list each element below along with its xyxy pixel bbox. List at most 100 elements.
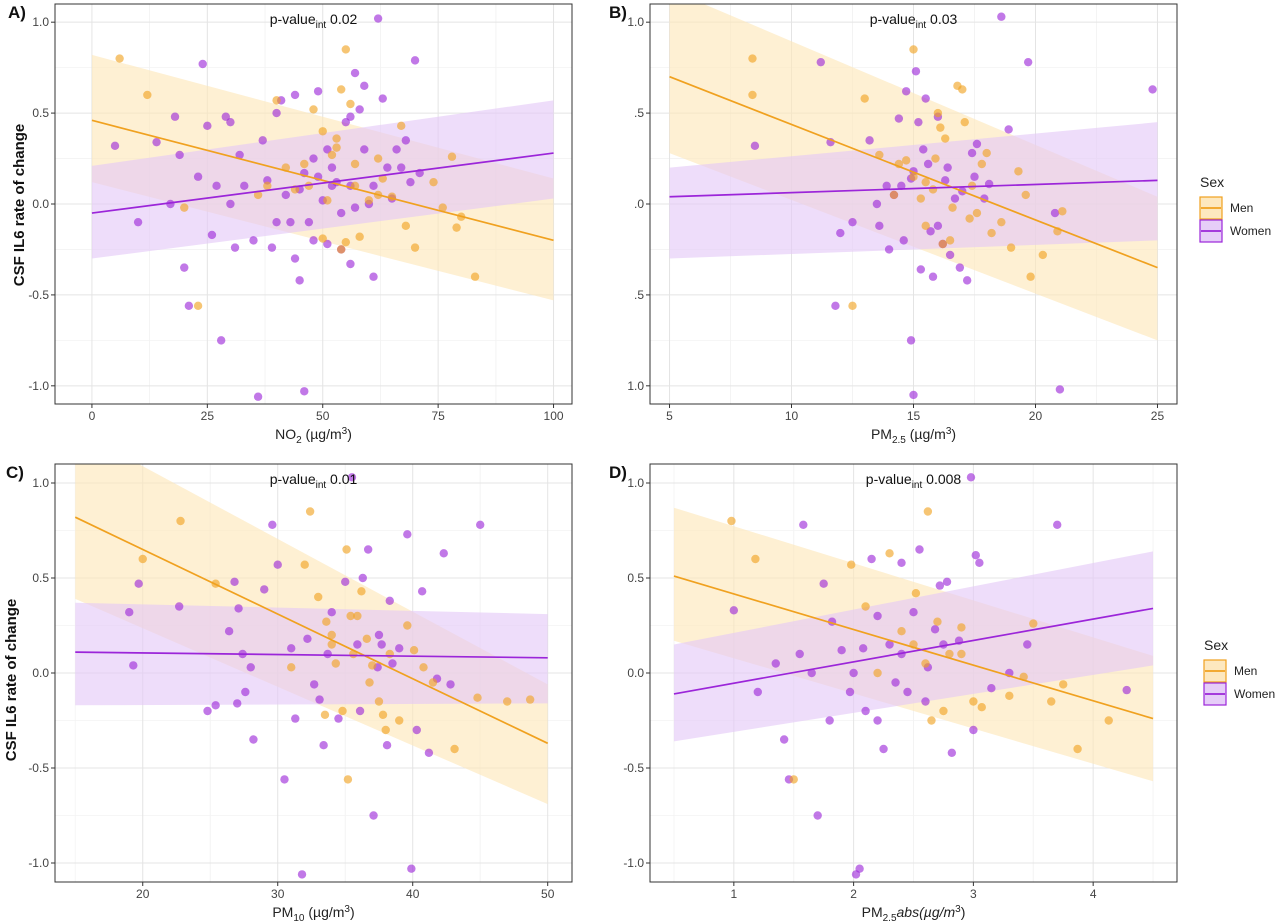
data-point-women — [125, 608, 134, 617]
data-point-men — [368, 661, 377, 670]
data-point-women — [309, 154, 318, 163]
data-point-women — [909, 390, 918, 400]
data-point-men — [342, 545, 351, 554]
data-point-men — [327, 630, 336, 640]
data-point-women — [935, 581, 945, 590]
data-point-men — [193, 301, 203, 311]
data-point-women — [997, 12, 1006, 21]
data-point-women — [837, 646, 846, 655]
data-point-women — [446, 680, 455, 689]
data-point-women — [226, 199, 235, 209]
data-point-men — [901, 156, 911, 165]
data-point-women — [304, 217, 314, 227]
data-point-men — [928, 185, 938, 194]
data-point-men — [1059, 680, 1068, 689]
data-point-men — [977, 159, 987, 169]
data-point-men — [331, 659, 340, 668]
data-point-men — [1014, 167, 1023, 176]
data-point-women — [819, 579, 828, 588]
data-point-women — [406, 177, 415, 187]
data-point-women — [193, 172, 203, 181]
data-point-women — [235, 150, 244, 160]
data-point-men — [875, 150, 884, 160]
data-point-women — [233, 699, 242, 708]
data-point-men — [381, 725, 390, 735]
data-point-men — [287, 663, 296, 672]
data-point-men — [473, 693, 482, 702]
data-point-women — [369, 811, 378, 820]
data-point-women — [203, 706, 212, 716]
data-point-men — [933, 617, 942, 626]
y-tick-label: -1.0 — [28, 379, 49, 393]
x-tick-label: 0 — [89, 409, 96, 423]
p-value-annotation: p-valueint 0.02 — [270, 11, 358, 31]
data-point-women — [1023, 640, 1032, 649]
data-point-women — [884, 245, 894, 254]
data-point-men — [965, 214, 974, 223]
data-point-men — [960, 117, 969, 127]
x-tick-label: 1 — [730, 887, 737, 901]
data-point-men — [403, 621, 412, 630]
data-point-men — [861, 602, 870, 611]
data-point-women — [879, 744, 888, 754]
data-point-women — [882, 181, 891, 191]
data-point-men — [450, 744, 459, 754]
data-point-women — [334, 714, 343, 723]
x-tick-label: 25 — [1151, 409, 1165, 423]
x-tick-label: 40 — [406, 887, 420, 901]
data-point-women — [258, 136, 267, 145]
data-point-women — [403, 530, 412, 539]
data-point-men — [916, 194, 926, 203]
x-tick-label: 25 — [201, 409, 215, 423]
data-point-men — [338, 706, 347, 716]
data-point-women — [385, 596, 394, 605]
data-point-women — [174, 602, 184, 611]
data-point-women — [347, 473, 357, 482]
data-point-women — [897, 181, 906, 191]
data-point-women — [350, 68, 360, 78]
legend-top: Sex Men Women — [1199, 174, 1271, 243]
data-point-men — [429, 177, 438, 187]
confidence-band-women — [75, 602, 548, 706]
data-point-women — [170, 112, 180, 121]
data-point-men — [341, 45, 351, 54]
data-point-women — [407, 864, 416, 873]
data-point-women — [909, 608, 918, 617]
data-point-women — [967, 148, 977, 158]
data-point-women — [267, 243, 277, 252]
data-point-women — [813, 811, 822, 820]
data-point-women — [297, 870, 307, 879]
data-point-men — [304, 181, 314, 191]
data-point-women — [358, 573, 367, 583]
data-point-men — [931, 154, 940, 163]
x-tick-label: 5 — [666, 409, 673, 423]
data-point-men — [143, 90, 152, 100]
data-point-women — [110, 141, 120, 151]
data-point-men — [409, 646, 419, 655]
data-point-men — [727, 516, 736, 526]
data-point-men — [253, 190, 263, 200]
data-point-women — [891, 678, 900, 687]
data-point-women — [729, 606, 739, 615]
data-point-women — [295, 276, 304, 285]
fit-line-men — [91, 119, 554, 242]
legend-label-women: Women — [1234, 687, 1275, 701]
data-point-women — [906, 336, 916, 345]
x-tick-label: 20 — [136, 887, 150, 901]
y-axis-title-bottom: CSF IL6 rate of change — [3, 599, 20, 762]
data-point-men — [958, 85, 967, 94]
x-tick-label: 75 — [431, 409, 445, 423]
data-point-men — [341, 237, 351, 247]
data-point-women — [848, 217, 857, 227]
data-point-women — [897, 558, 906, 567]
data-point-women — [241, 687, 250, 697]
data-point-women — [246, 663, 255, 672]
panel-b: 5 10 15 20 25 1.0 .5 .0 .5 1.0 PM2.5 (µg/m3) p-valu… — [609, 3, 1178, 446]
data-point-women — [234, 604, 243, 613]
data-point-women — [867, 554, 876, 564]
data-point-men — [115, 54, 124, 63]
data-point-men — [945, 236, 955, 245]
data-point-women — [346, 112, 355, 121]
data-point-women — [211, 701, 220, 710]
data-point-men — [948, 203, 957, 212]
